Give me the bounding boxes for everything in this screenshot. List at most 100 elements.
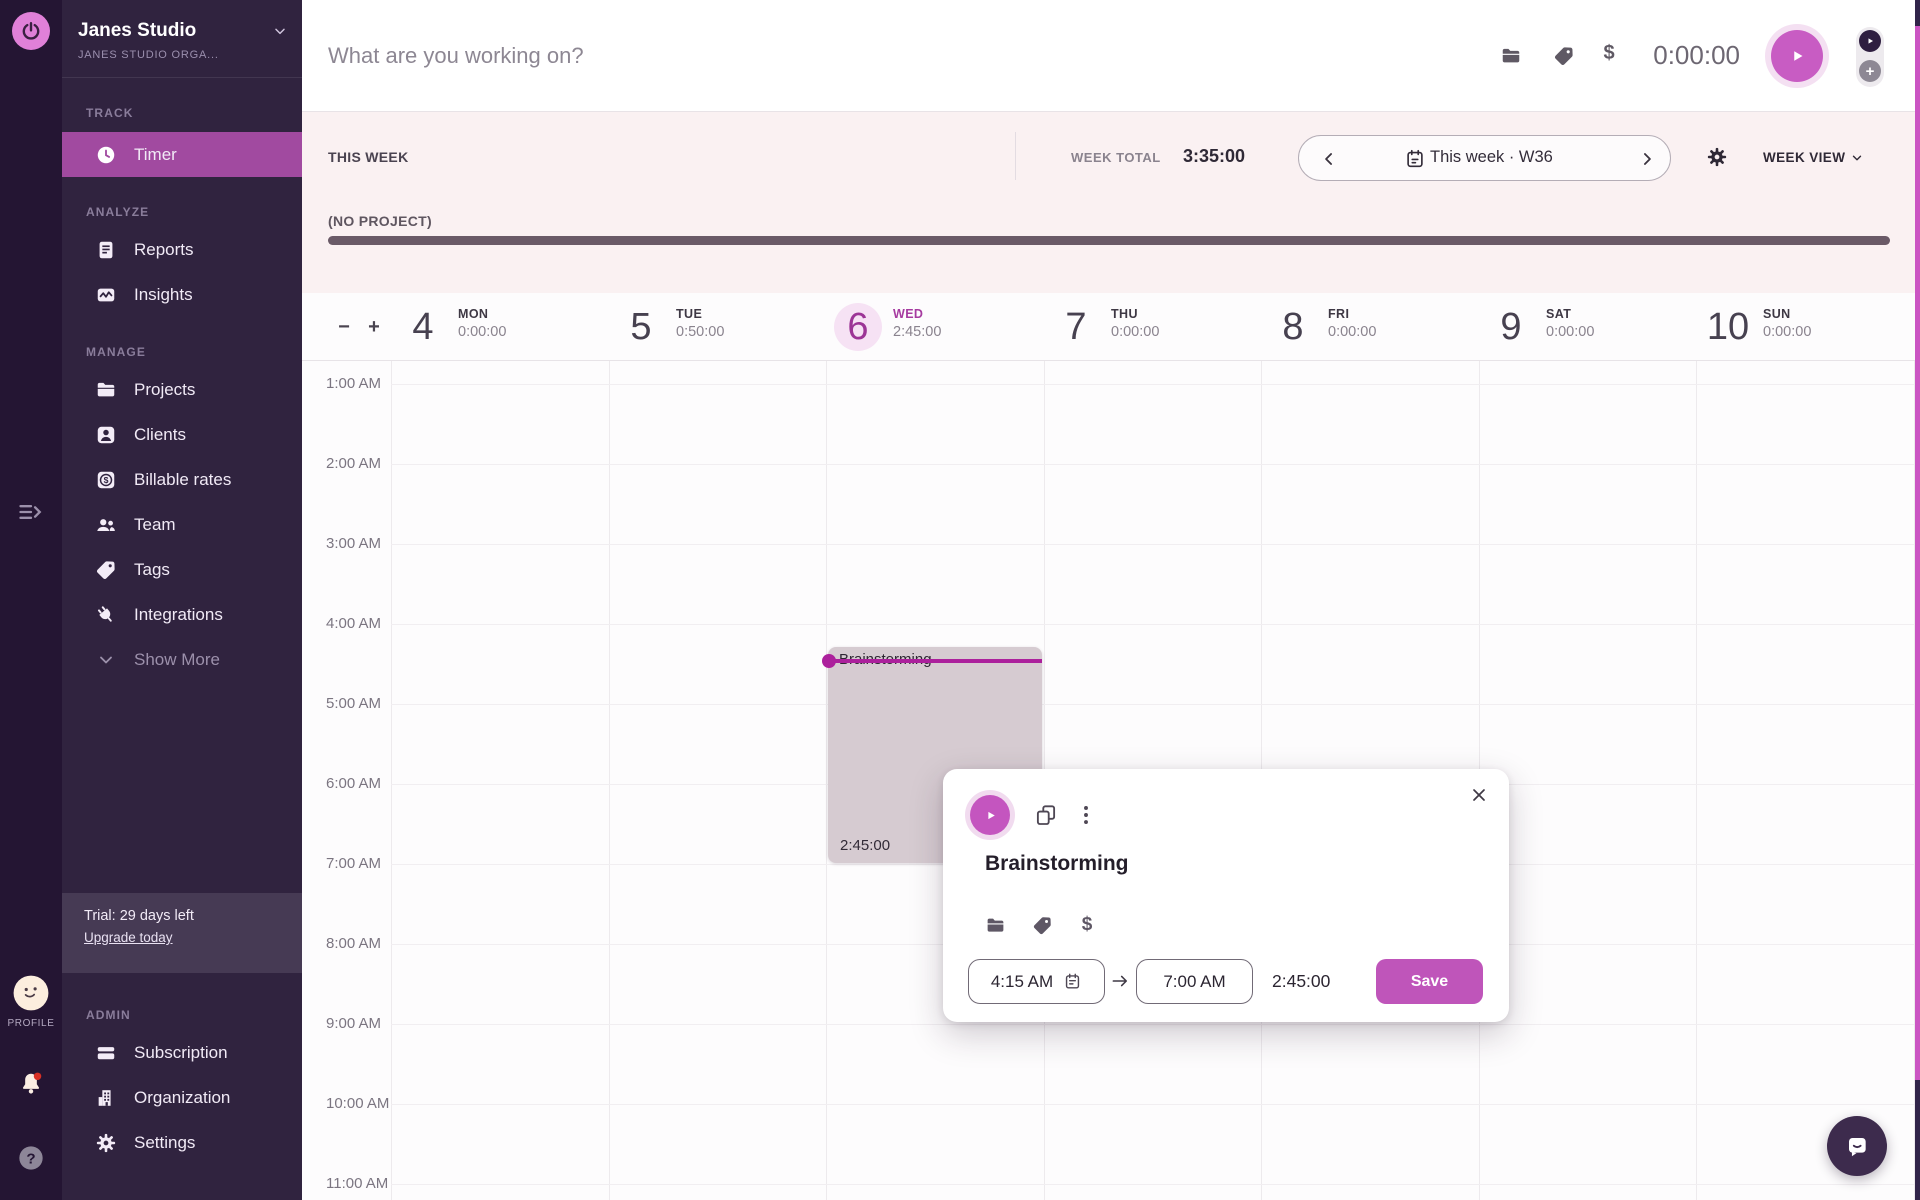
upgrade-link[interactable]: Upgrade today	[84, 930, 173, 945]
start-time-input[interactable]: 4:15 AM	[968, 959, 1105, 1004]
column-line	[1696, 361, 1697, 1200]
arrow-right-icon	[1110, 971, 1130, 991]
workspace-name: Janes Studio	[78, 20, 197, 41]
person-icon	[95, 424, 117, 446]
hour-line	[391, 1104, 1914, 1105]
calendar-icon[interactable]	[1063, 972, 1082, 991]
day-label: SAT	[1546, 307, 1572, 321]
zoom-out-button[interactable]: −	[338, 316, 350, 338]
hour-label: 4:00 AM	[326, 615, 382, 632]
sidebar-item-insights[interactable]: Insights	[62, 272, 302, 317]
previous-week-button[interactable]	[1319, 149, 1339, 169]
hour-label: 10:00 AM	[326, 1095, 390, 1112]
day-label: SUN	[1763, 307, 1791, 321]
time-entry-block[interactable]: Brainstorming 2:45:00	[822, 647, 1042, 863]
sidebar-item-show-more[interactable]: Show More	[62, 637, 302, 682]
dollar-square-icon: $	[95, 469, 117, 491]
day-total: 0:00:00	[1763, 324, 1812, 340]
view-selector[interactable]: WEEK VIEW	[1763, 150, 1864, 165]
folder-icon	[95, 379, 117, 401]
project-folder-icon[interactable]	[985, 915, 1006, 936]
sidebar-item-clients[interactable]: Clients	[62, 412, 302, 457]
clock-icon	[95, 144, 117, 166]
sidebar-item-label: Subscription	[134, 1042, 228, 1062]
timer-display: 0:00:00	[1653, 40, 1740, 70]
kebab-menu-icon	[1084, 806, 1088, 824]
hour-label: 2:00 AM	[326, 455, 382, 472]
sidebar-item-label: Settings	[134, 1132, 196, 1152]
workspace-switcher[interactable]: Janes Studio JANES STUDIO ORGA...	[62, 0, 302, 78]
end-time-input[interactable]: 7:00 AM	[1136, 959, 1253, 1004]
task-description-input[interactable]	[328, 28, 1178, 84]
day-label: FRI	[1328, 307, 1350, 321]
sidebar-item-tags[interactable]: Tags	[62, 547, 302, 592]
hour-label: 7:00 AM	[326, 855, 382, 872]
day-header-mon: 4 MON 0:00:00	[391, 293, 609, 361]
day-total: 2:45:00	[893, 324, 942, 340]
question-icon: ?	[19, 1146, 43, 1170]
hour-line	[391, 544, 1914, 545]
day-header-sun: 10 SUN 0:00:00	[1696, 293, 1914, 361]
people-icon	[95, 514, 117, 536]
sidebar-item-billable-rates[interactable]: $ Billable rates	[62, 457, 302, 502]
start-timer-button[interactable]	[1765, 24, 1829, 88]
sidebar-item-team[interactable]: Team	[62, 502, 302, 547]
sidebar-item-reports[interactable]: Reports	[62, 227, 302, 272]
sidebar-item-projects[interactable]: Projects	[62, 367, 302, 412]
support-chat-button[interactable]	[1827, 1116, 1887, 1176]
manual-mode-button[interactable]: +	[1859, 60, 1881, 82]
duplicate-button[interactable]	[1033, 802, 1059, 828]
day-number: 9	[1500, 305, 1522, 348]
day-label: THU	[1111, 307, 1138, 321]
week-picker[interactable]: This week · W36	[1298, 135, 1671, 181]
entry-mode-toggle: +	[1856, 27, 1884, 87]
page-scrollbar[interactable]	[1915, 0, 1920, 1200]
scrollbar-thumb[interactable]	[1915, 26, 1920, 1080]
save-button[interactable]: Save	[1376, 959, 1483, 1004]
next-week-button[interactable]	[1637, 149, 1657, 169]
chat-bubble-icon	[1849, 1138, 1866, 1157]
sidebar-item-organization[interactable]: Organization	[62, 1075, 302, 1120]
sidebar-item-settings[interactable]: Settings	[62, 1120, 302, 1165]
billable-dollar-icon[interactable]: $	[1081, 914, 1093, 935]
time-entry-duration: 2:45:00	[840, 837, 891, 854]
billable-dollar-icon[interactable]: $	[1603, 42, 1615, 64]
day-total: 0:00:00	[1328, 324, 1377, 340]
day-number: 5	[630, 305, 652, 348]
sidebar-item-label: Projects	[134, 379, 196, 399]
timer-mode-button[interactable]	[1859, 30, 1881, 52]
today-highlight-circle	[834, 303, 882, 351]
tag-icon[interactable]	[1032, 915, 1053, 936]
app-logo[interactable]	[12, 12, 50, 50]
time-entry-drag-handle[interactable]	[822, 654, 836, 668]
time-entry-popup: Brainstorming $ 4:15 AM 7:00 AM 2:45:00 …	[943, 769, 1509, 1022]
svg-text:?: ?	[26, 1150, 35, 1167]
more-options-button[interactable]	[1073, 802, 1099, 828]
tag-icon[interactable]	[1553, 45, 1575, 67]
sidebar-expand-button[interactable]	[17, 498, 45, 526]
sidebar-item-timer[interactable]: Timer	[62, 132, 302, 177]
sidebar-item-integrations[interactable]: Integrations	[62, 592, 302, 637]
zoom-in-button[interactable]: +	[368, 316, 380, 338]
chevron-down-icon	[1853, 155, 1862, 160]
view-selector-label: WEEK VIEW	[1763, 150, 1846, 165]
day-total: 0:00:00	[1546, 324, 1595, 340]
help-button[interactable]: ?	[17, 1144, 45, 1172]
profile-avatar[interactable]	[12, 974, 50, 1012]
workspace-org: JANES STUDIO ORGA...	[78, 49, 219, 61]
column-line	[1914, 361, 1915, 1200]
day-label: MON	[458, 307, 489, 321]
calendar-settings-button[interactable]	[1706, 146, 1728, 168]
sidebar-item-label: Show More	[134, 649, 220, 669]
close-popup-button[interactable]	[1465, 781, 1493, 809]
project-folder-icon[interactable]	[1500, 45, 1522, 67]
calendar-icon	[1404, 148, 1426, 170]
notifications-button[interactable]	[17, 1070, 45, 1098]
tag-icon	[95, 559, 117, 581]
sidebar: Janes Studio JANES STUDIO ORGA... TRACK …	[62, 0, 302, 1200]
sidebar-item-subscription[interactable]: Subscription	[62, 1030, 302, 1075]
popup-start-timer-button[interactable]	[965, 790, 1015, 840]
avatar-face-icon	[13, 975, 49, 1011]
sidebar-item-label: Clients	[134, 424, 186, 444]
